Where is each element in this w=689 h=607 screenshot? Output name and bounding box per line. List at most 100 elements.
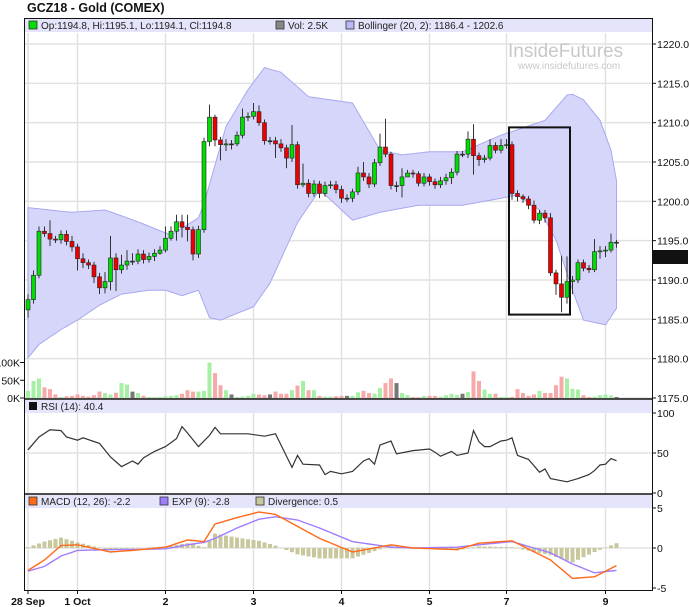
candle-body xyxy=(344,197,350,200)
volume-bar xyxy=(97,391,102,398)
volume-bar xyxy=(449,393,454,398)
candle xyxy=(388,151,394,190)
candle xyxy=(339,185,344,203)
candle-body xyxy=(163,237,168,251)
price-tick-label: 1220.0 xyxy=(657,39,689,51)
candle-body xyxy=(47,233,53,240)
divergence-bar xyxy=(64,539,69,548)
volume-bar xyxy=(609,395,613,398)
candle xyxy=(289,125,295,162)
candle-body xyxy=(421,176,427,184)
candle-body xyxy=(75,246,80,260)
candle-body xyxy=(69,241,75,248)
candle xyxy=(295,141,300,189)
volume-bar xyxy=(207,362,212,398)
volume-bar xyxy=(493,393,498,398)
volume-bar xyxy=(136,393,140,398)
candle xyxy=(377,133,383,166)
volume-bar xyxy=(119,383,124,398)
volume-bar xyxy=(251,393,256,398)
candle-body xyxy=(130,260,135,263)
candle xyxy=(520,194,526,203)
candle-body xyxy=(152,252,157,257)
candle-body xyxy=(31,274,36,300)
candle-body xyxy=(267,140,273,143)
candle xyxy=(482,154,487,163)
candle-body xyxy=(504,144,509,146)
candle-body xyxy=(245,116,251,118)
candle xyxy=(311,180,317,197)
divergence-bar xyxy=(42,541,47,548)
candle-body xyxy=(146,256,152,260)
divergence-bar xyxy=(361,548,366,555)
candle xyxy=(454,150,460,176)
macd-tick-label: -5 xyxy=(657,583,666,595)
candle xyxy=(317,180,322,199)
candle xyxy=(399,168,405,198)
candle xyxy=(284,144,289,169)
candle xyxy=(168,226,174,241)
candle-body xyxy=(366,176,372,185)
candle xyxy=(542,209,548,223)
volume-bar xyxy=(114,392,118,398)
candle xyxy=(383,118,388,158)
time-tick-label: 4 xyxy=(339,596,345,607)
candle-body xyxy=(537,212,542,221)
divergence-bar xyxy=(378,548,382,550)
divergence-bar xyxy=(125,548,129,550)
price-tick-label: 1185.0 xyxy=(657,314,688,326)
divergence-bar xyxy=(213,533,217,548)
divergence-bar xyxy=(559,548,564,559)
candle xyxy=(86,259,91,269)
candle-body xyxy=(454,153,460,173)
candle-body xyxy=(614,241,619,244)
volume-bar xyxy=(361,390,366,398)
volume-bar xyxy=(75,394,80,398)
rsi-line xyxy=(27,425,617,483)
candle xyxy=(80,253,86,269)
candle-body xyxy=(482,157,487,160)
candle-body xyxy=(509,144,515,194)
divergence-bar xyxy=(103,548,107,550)
volume-bar xyxy=(86,396,91,398)
candle-body xyxy=(581,262,586,269)
candle-body xyxy=(575,262,581,281)
candlesticks xyxy=(25,102,619,318)
candle-body xyxy=(306,182,311,194)
candle xyxy=(53,235,58,244)
candle xyxy=(322,181,328,197)
divergence-bar xyxy=(334,548,338,559)
macd-line xyxy=(27,511,617,580)
divergence-legend: Divergence: 0.5 xyxy=(268,497,338,508)
candle-body xyxy=(317,183,322,194)
candle-body xyxy=(240,116,245,136)
volume-bar xyxy=(152,397,157,398)
candle xyxy=(64,230,69,246)
candle xyxy=(306,179,311,198)
divergence-bar xyxy=(576,548,580,560)
volume-bar xyxy=(163,396,168,398)
macd-legend-swatch xyxy=(28,496,38,506)
candle-body xyxy=(410,172,416,175)
price-legend-bar xyxy=(25,19,652,32)
candle xyxy=(421,173,427,187)
volume-bar xyxy=(191,391,195,398)
candle-body xyxy=(64,234,69,242)
divergence-bar xyxy=(477,546,481,548)
volume-bar xyxy=(422,395,426,398)
volume-bar xyxy=(587,396,591,398)
candle-body xyxy=(157,249,163,254)
candle xyxy=(416,171,421,187)
divergence-bar xyxy=(48,540,52,548)
candle-body xyxy=(438,180,443,186)
candle xyxy=(333,180,339,194)
watermark-url: www.insidefutures.com xyxy=(517,61,620,72)
volume-bar xyxy=(185,390,190,398)
candle xyxy=(465,131,471,159)
candle xyxy=(212,114,218,147)
candle-body xyxy=(284,147,289,159)
candle xyxy=(493,142,498,154)
volume-bar xyxy=(273,391,278,398)
divergence-bar xyxy=(499,546,503,548)
candle xyxy=(245,112,251,122)
